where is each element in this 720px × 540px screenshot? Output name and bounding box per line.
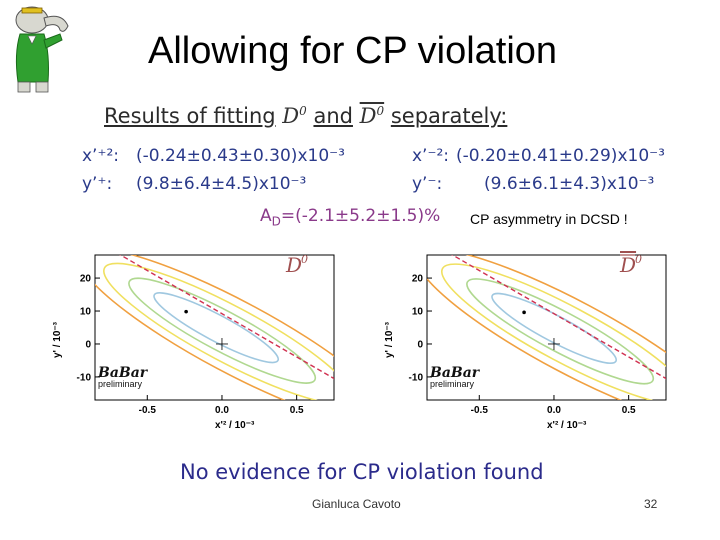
heading-prefix: Results of fitting (104, 104, 276, 128)
heading-d0: D0 (282, 104, 307, 128)
babar-preliminary-text: preliminary (98, 379, 143, 389)
babar-logo-text: BaBar (97, 365, 149, 381)
ad-asymmetry: AD=(-2.1±5.2±1.5)% (260, 206, 441, 229)
contour-line-1 (153, 292, 280, 364)
contour-line-4 (95, 255, 334, 400)
yp-plus-label: y’⁺: (82, 174, 113, 194)
xp-minus-label: x’⁻²: (412, 146, 449, 166)
plot-frame (426, 254, 667, 401)
contour-line-3 (440, 263, 666, 400)
cp-asymmetry-note: CP asymmetry in DCSD ! (470, 211, 628, 227)
y-axis-label: y' / 10⁻³ (52, 321, 63, 358)
best-fit-point (522, 310, 526, 315)
heading-and: and (313, 104, 353, 128)
xp-minus-value: (-0.20±0.41±0.29)x10⁻³ (456, 146, 665, 166)
footer-page-number: 32 (644, 497, 658, 511)
conclusion-text: No evidence for CP violation found (180, 460, 544, 484)
babar-logo-text: BaBar (429, 365, 481, 381)
y-axis-label: y' / 10⁻³ (384, 321, 395, 358)
plot-frame (94, 254, 335, 401)
heading-d0bar: D0 (359, 104, 385, 128)
contour-line-2 (466, 278, 655, 385)
y-tick-label: 0 (85, 339, 91, 350)
x-tick-label: 0.5 (622, 405, 636, 416)
contour-group (427, 255, 666, 400)
plot-particle-sup: 0 (301, 253, 308, 266)
boundary-line (451, 255, 666, 380)
x-tick-label: 0.0 (215, 405, 229, 416)
slide-title: Allowing for CP violation (148, 30, 558, 72)
results-heading: Results of fitting D0 and D0 separately: (104, 104, 507, 128)
contour-line-2 (128, 277, 317, 384)
x-tick-label: 0.5 (290, 405, 304, 416)
plot-particle-label: D (285, 253, 302, 277)
babar-elephant-logo (15, 6, 69, 93)
y-tick-label: 20 (412, 274, 424, 285)
y-tick-label: 20 (80, 274, 92, 285)
best-fit-point (184, 309, 188, 314)
contour-line-4 (427, 255, 666, 400)
y-tick-label: 10 (80, 307, 92, 318)
contour-line-3 (103, 262, 334, 400)
x-tick-label: -0.5 (139, 405, 157, 416)
xp-plus-label: x’⁺²: (82, 146, 119, 166)
y-tick-label: 10 (412, 307, 424, 318)
x-axis-label: x'² / 10⁻³ (547, 420, 587, 431)
y-tick-label: 0 (417, 339, 423, 350)
footer-author: Gianluca Cavoto (312, 497, 401, 511)
boundary-line (119, 255, 334, 380)
heading-suffix: separately: (390, 104, 508, 128)
babar-preliminary-text: preliminary (430, 379, 475, 389)
x-tick-label: 0.0 (547, 405, 561, 416)
x-axis-label: x'² / 10⁻³ (215, 420, 255, 431)
x-tick-label: -0.5 (471, 405, 489, 416)
y-tick-label: -10 (409, 372, 424, 383)
plot-particle-sup: 0 (635, 253, 642, 266)
contour-group (95, 255, 334, 400)
yp-minus-value: (9.6±6.1±4.3)x10⁻³ (484, 174, 655, 194)
yp-plus-value: (9.8±6.4±4.5)x10⁻³ (136, 174, 307, 194)
xp-plus-value: (-0.24±0.43±0.30)x10⁻³ (136, 146, 345, 166)
yp-minus-label: y’⁻: (412, 174, 443, 194)
y-tick-label: -10 (77, 372, 92, 383)
plot-particle-label: D (619, 253, 636, 277)
